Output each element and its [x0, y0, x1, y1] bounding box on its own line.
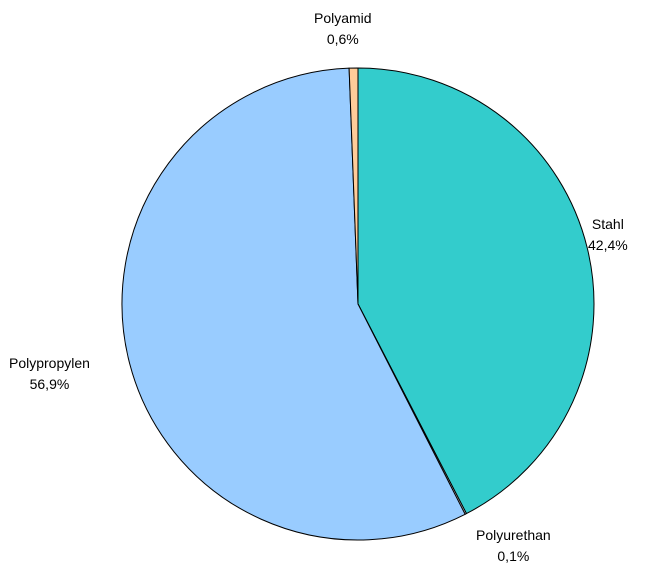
label-polyamid: Polyamid 0,6%: [314, 8, 372, 50]
label-polyurethan-name: Polyurethan: [476, 527, 551, 543]
pie-slice-polypropylen: [121, 67, 466, 541]
label-stahl-value: 42,4%: [588, 237, 628, 253]
label-stahl-name: Stahl: [591, 216, 624, 232]
pie-slice-stahl: [357, 67, 595, 515]
label-polypropylen: Polypropylen 56,9%: [9, 353, 90, 395]
label-stahl: Stahl 42,4%: [588, 214, 628, 256]
pie-slice-polyamid: [348, 67, 359, 305]
label-polyamid-name: Polyamid: [314, 10, 372, 26]
label-polyamid-value: 0,6%: [326, 31, 359, 47]
label-polyurethan-value: 0,1%: [497, 548, 530, 564]
label-polypropylen-value: 56,9%: [29, 376, 70, 392]
label-polypropylen-name: Polypropylen: [9, 355, 90, 371]
label-polyurethan: Polyurethan 0,1%: [476, 525, 551, 566]
